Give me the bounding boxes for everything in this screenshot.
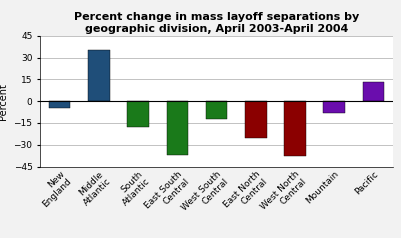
Bar — [166, 101, 188, 155]
Bar — [363, 82, 384, 101]
Bar — [284, 101, 306, 156]
Bar — [88, 50, 110, 101]
Bar — [128, 101, 149, 127]
Bar — [323, 101, 345, 113]
Title: Percent change in mass layoff separations by
geographic division, April 2003-Apr: Percent change in mass layoff separation… — [74, 12, 359, 34]
Y-axis label: Percent: Percent — [0, 83, 8, 119]
Bar — [245, 101, 267, 138]
Bar — [49, 101, 71, 109]
Bar — [206, 101, 227, 119]
